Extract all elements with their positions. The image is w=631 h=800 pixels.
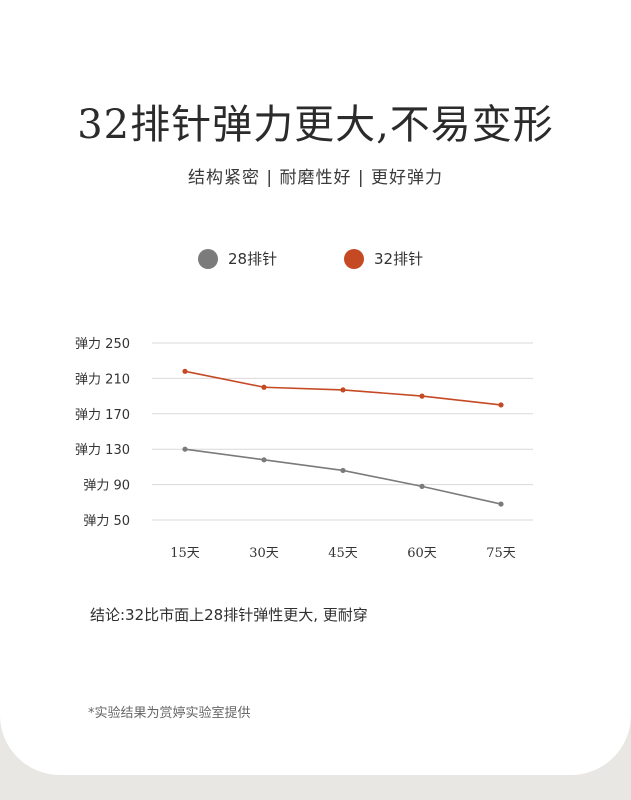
footnote-text: *实验结果为赏婷实验室提供	[88, 706, 251, 721]
page-title: 32排针弹力更大,不易变形	[77, 102, 554, 148]
data-point	[498, 402, 504, 408]
data-point	[419, 393, 425, 399]
data-point	[340, 387, 346, 393]
x-tick-label: 60天	[407, 546, 437, 561]
series-line-28	[184, 448, 502, 505]
data-point	[261, 457, 267, 463]
data-point	[182, 368, 188, 374]
x-tick-label: 45天	[328, 546, 358, 561]
data-point	[419, 483, 425, 489]
legend-label-32: 32排针	[374, 250, 424, 268]
data-point	[261, 384, 267, 390]
data-point	[340, 467, 346, 474]
x-tick-label: 30天	[249, 546, 279, 561]
content-card	[0, 0, 631, 775]
legend-marker-28	[198, 248, 218, 269]
conclusion-text: 结论:32比市面上28排针弹性更大, 更耐穿	[90, 606, 368, 624]
legend-item-32: 32排针	[344, 248, 423, 269]
data-point	[498, 501, 504, 507]
y-tick-label: 弹力 130	[75, 443, 130, 458]
x-tick-label: 75天	[486, 546, 516, 561]
legend-label-28: 28排针	[228, 250, 278, 268]
y-tick-label: 弹力 90	[83, 479, 130, 494]
y-tick-label: 弹力 250	[75, 337, 130, 352]
x-tick-label: 15天	[170, 546, 200, 561]
legend-marker-32	[344, 248, 364, 269]
y-tick-label: 弹力 210	[75, 372, 130, 387]
data-point	[182, 446, 188, 452]
y-tick-label: 弹力 50	[83, 514, 130, 529]
page-subtitle: 结构紧密 | 耐磨性好 | 更好弹力	[187, 168, 444, 188]
y-tick-label: 弹力 170	[75, 408, 130, 423]
legend-item-28: 28排针	[198, 248, 277, 269]
line-chart: 弹力 250 弹力 210 弹力 170 弹力 130 弹力 90 弹力 50 15天 30天…	[75, 337, 533, 561]
